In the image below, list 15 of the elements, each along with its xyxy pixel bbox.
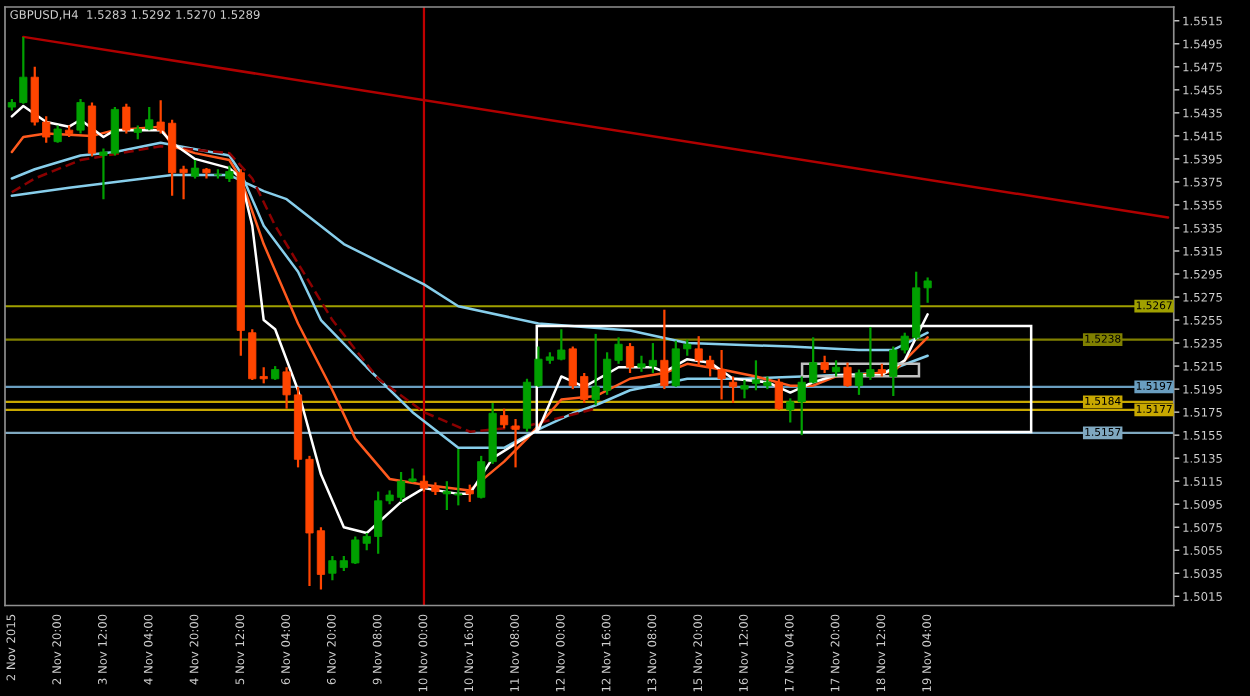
candlestick	[122, 102, 131, 135]
candlestick	[843, 361, 852, 388]
candlestick	[660, 308, 669, 391]
candlestick	[625, 341, 635, 375]
candlestick	[87, 101, 97, 158]
candlestick	[500, 407, 509, 430]
candlestick	[76, 97, 85, 135]
candlestick	[740, 378, 749, 400]
candlestick	[190, 158, 200, 180]
line-series	[10, 141, 929, 450]
candlestick	[774, 377, 783, 411]
candlestick	[511, 417, 520, 469]
candlestick	[728, 375, 738, 405]
line-series	[10, 144, 597, 433]
candlestick	[717, 348, 726, 401]
